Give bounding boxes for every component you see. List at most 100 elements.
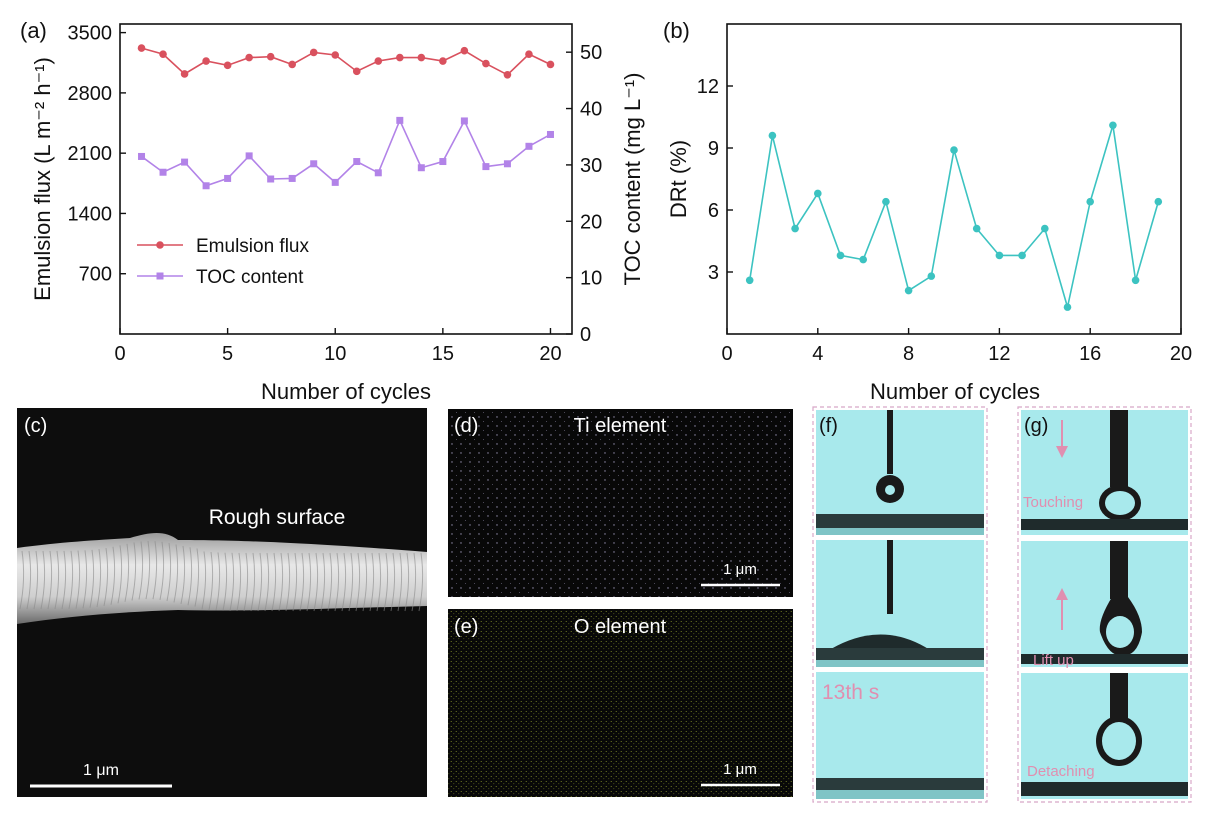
chart-b-xlabel: Number of cycles	[870, 379, 1040, 404]
a-point-flux	[546, 60, 555, 69]
panel-label-g: (g)	[1024, 415, 1048, 437]
legend-toc-marker	[156, 272, 164, 280]
fiber-ridge	[285, 552, 291, 612]
panel-label-c: (c)	[24, 415, 47, 437]
b-point	[1131, 276, 1140, 285]
chart-a-legend: Emulsion flux TOC content	[137, 236, 309, 288]
a-y2tick-label: 20	[580, 211, 602, 233]
step-touching: Touching	[1023, 494, 1083, 511]
a-ytick-label: 1400	[68, 203, 113, 225]
a-ytick-label: 2100	[68, 143, 113, 165]
a-y2tick-label: 30	[580, 155, 602, 177]
chart-b-series	[745, 121, 1163, 311]
legend-toc-label: TOC content	[196, 267, 304, 288]
scale-label-c: 1 μm	[83, 762, 119, 779]
o-title: O element	[574, 616, 667, 638]
fiber-ridge	[96, 548, 102, 608]
a-point-toc	[417, 164, 425, 172]
b-point	[995, 251, 1004, 260]
b-point	[791, 224, 799, 233]
b-point	[950, 146, 958, 154]
fiber-ridge	[117, 545, 123, 604]
fiber-ridge	[229, 552, 235, 611]
chart-b-frame	[726, 23, 1182, 335]
b-point	[814, 189, 822, 198]
a-point-flux	[288, 60, 296, 69]
b-point	[972, 224, 981, 233]
chart-a-frame	[119, 23, 573, 335]
fiber-ridge	[152, 541, 158, 600]
a-series-line-1	[141, 118, 551, 187]
fiber-ridge	[173, 544, 179, 603]
chart-b-y-axis: 3 6 9 12	[697, 76, 733, 284]
a-point-toc	[181, 158, 189, 166]
fiber-ridge	[103, 547, 109, 607]
b-point	[882, 197, 890, 206]
fiber-ridge	[159, 541, 165, 600]
legend-flux-marker	[156, 241, 164, 249]
a-point-toc	[138, 152, 146, 160]
chart-a: 0 5 10 15 20 700 1400 2100 2800 3500 0 10 20 30 40 50…	[20, 18, 645, 404]
a-point-toc	[374, 169, 382, 177]
fiber-ridge	[54, 550, 60, 610]
a-point-flux	[503, 71, 512, 79]
panel-label-b: (b)	[663, 18, 690, 43]
fiber-ridge	[418, 552, 424, 612]
fiber-ridge	[299, 552, 305, 612]
step-lift-up: Lift up	[1033, 652, 1074, 669]
step-detaching: Detaching	[1027, 763, 1095, 780]
fiber-ridge	[187, 547, 193, 606]
chart-a-y2-axis: 0 10 20 30 40 50	[566, 42, 602, 346]
a-point-toc	[331, 178, 339, 186]
chart-a-y-axis: 700 1400 2100 2800 3500	[68, 23, 126, 286]
fiber-ridge	[376, 552, 382, 612]
scale-label-d: 1 μm	[723, 561, 757, 578]
fiber-ridge	[369, 552, 375, 612]
a-point-flux	[331, 51, 340, 59]
fiber-ridge	[145, 540, 151, 600]
a-point-flux	[180, 70, 189, 78]
b-point	[745, 276, 754, 285]
panel-label-a: (a)	[20, 18, 47, 43]
a-point-toc	[439, 158, 447, 166]
a-y2tick-label: 0	[580, 324, 591, 346]
a-point-flux	[417, 53, 426, 62]
a-point-flux	[159, 50, 167, 58]
b-ytick-label: 6	[708, 200, 719, 222]
b-point	[1109, 121, 1117, 130]
a-xtick-label: 5	[222, 343, 233, 365]
b-point	[768, 131, 777, 140]
a-xtick-label: 10	[324, 343, 346, 365]
a-point-flux	[482, 59, 490, 68]
fiber-ridge	[250, 552, 256, 612]
chart-a-series	[137, 44, 555, 190]
fiber-ridge	[222, 552, 228, 611]
fiber-ridge	[292, 552, 298, 612]
a-point-flux	[439, 57, 447, 65]
fiber-ridge	[68, 550, 74, 609]
fiber-ridge	[257, 552, 263, 612]
b-point	[836, 251, 845, 260]
fiber-ridge	[75, 550, 81, 609]
a-ytick-label: 2800	[68, 83, 113, 105]
fiber-ridge	[390, 552, 396, 612]
b-point	[1154, 197, 1163, 206]
a-point-flux	[396, 53, 404, 62]
fiber-ridge	[19, 550, 25, 610]
a-xtick-label: 15	[432, 343, 454, 365]
fiber-ridge	[327, 552, 333, 612]
fiber-ridge	[278, 552, 284, 612]
b-point	[1018, 251, 1026, 260]
fiber-ridge	[201, 551, 207, 610]
eds-map-ti: Ti element 1 μm (d)	[448, 409, 793, 597]
a-point-flux	[460, 46, 469, 55]
a-point-toc	[224, 174, 232, 182]
fiber-ridge	[306, 552, 312, 612]
b-xtick-label: 12	[988, 343, 1010, 365]
a-point-toc	[353, 158, 361, 166]
fiber-ridge	[271, 552, 277, 612]
a-point-toc	[245, 152, 253, 160]
fiber-ridge	[264, 552, 270, 612]
fiber-ridge	[82, 550, 88, 609]
fiber-ridge	[362, 552, 368, 612]
